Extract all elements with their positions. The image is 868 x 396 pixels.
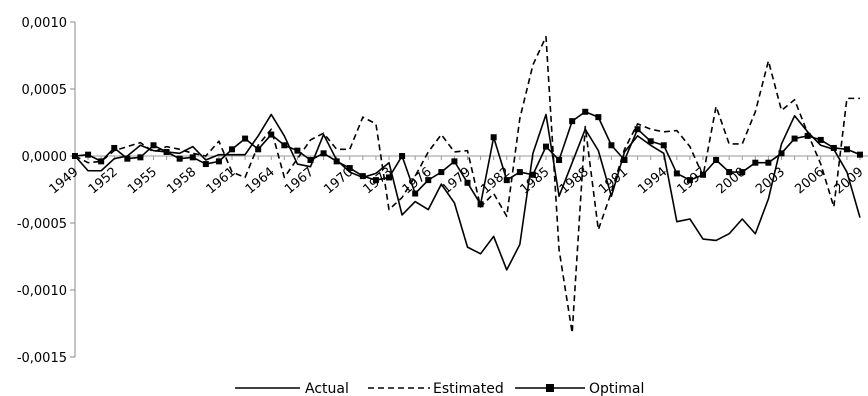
legend-label-estimated: Estimated	[433, 381, 504, 396]
y-tick-label: -0,0005	[17, 217, 67, 232]
data-point-optimal	[490, 134, 497, 141]
data-point-optimal	[647, 138, 654, 145]
y-tick-label: -0,0015	[17, 351, 67, 366]
data-point-optimal	[294, 147, 301, 154]
data-point-optimal	[98, 158, 105, 165]
data-point-optimal	[399, 153, 406, 159]
series-line-actual	[74, 113, 861, 271]
data-point-optimal	[778, 150, 785, 157]
legend-label-actual: Actual	[305, 381, 349, 396]
x-tick-label: 1961	[204, 165, 239, 198]
data-point-optimal	[229, 146, 235, 153]
data-point-optimal	[817, 136, 824, 143]
legend-marker-optimal	[546, 384, 554, 392]
data-point-optimal	[713, 157, 720, 164]
y-tick-label: 0,0000	[22, 150, 68, 165]
series-layer	[72, 35, 863, 334]
data-point-optimal	[150, 142, 157, 149]
data-point-optimal	[425, 177, 432, 184]
data-point-optimal	[529, 171, 536, 178]
data-point-optimal	[386, 174, 392, 181]
data-point-optimal	[163, 148, 170, 155]
data-point-optimal	[137, 154, 144, 161]
series-line-estimated	[74, 35, 860, 334]
data-point-optimal	[791, 135, 798, 142]
data-point-optimal	[333, 158, 340, 165]
x-tick-label: 1994	[635, 165, 670, 198]
data-point-optimal	[739, 169, 746, 176]
data-point-optimal	[608, 142, 615, 149]
data-point-optimal	[359, 173, 366, 180]
data-point-optimal	[843, 146, 850, 153]
data-point-optimal	[634, 126, 641, 133]
data-point-optimal	[621, 157, 628, 164]
data-point-optimal	[830, 144, 837, 151]
data-point-optimal	[451, 158, 458, 165]
data-point-optimal	[569, 118, 576, 125]
data-point-optimal	[582, 108, 589, 115]
data-point-optimal	[189, 154, 196, 161]
data-point-optimal	[857, 151, 863, 158]
data-point-optimal	[660, 142, 667, 149]
data-point-optimal	[752, 159, 759, 166]
data-point-optimal	[268, 131, 275, 138]
x-tick-label: 1949	[47, 165, 82, 198]
data-point-optimal	[595, 114, 602, 121]
x-tick-label: 1955	[125, 165, 160, 198]
data-point-optimal	[281, 142, 288, 149]
data-point-optimal	[464, 179, 471, 186]
legend-label-optimal: Optimal	[589, 381, 644, 396]
y-tick-label: 0,0010	[22, 16, 68, 31]
y-tick-label: 0,0005	[22, 83, 68, 98]
data-point-optimal	[124, 155, 131, 162]
data-point-optimal	[804, 132, 811, 139]
legend: Actual Estimated Optimal	[235, 381, 644, 396]
data-point-optimal	[72, 153, 78, 159]
x-tick-label: 1964	[243, 165, 278, 198]
data-point-optimal	[516, 169, 523, 176]
data-point-optimal	[765, 159, 772, 166]
data-point-optimal	[346, 165, 353, 172]
axes: 0,0010 0,0005 0,0000 -0,0005 -0,0010 -0,0015 1…	[17, 16, 868, 366]
data-point-optimal	[673, 170, 680, 177]
data-point-optimal	[372, 177, 379, 184]
data-point-optimal	[700, 171, 706, 178]
data-point-optimal	[242, 135, 249, 142]
data-point-optimal	[320, 150, 327, 157]
data-point-optimal	[412, 190, 419, 197]
data-point-optimal	[438, 169, 445, 176]
data-point-optimal	[85, 151, 92, 158]
data-point-optimal	[111, 144, 118, 151]
x-tick-label: 1988	[557, 165, 592, 198]
data-point-optimal	[556, 157, 563, 164]
data-point-optimal	[255, 146, 262, 153]
x-tick-label: 1967	[282, 165, 317, 198]
x-tick-label: 1958	[164, 165, 199, 198]
data-point-optimal	[307, 157, 314, 164]
data-point-optimal	[477, 201, 484, 208]
data-point-optimal	[202, 161, 209, 168]
data-point-optimal	[176, 155, 183, 162]
data-point-optimal	[726, 169, 733, 176]
data-point-optimal	[503, 177, 510, 184]
data-point-optimal	[543, 143, 549, 150]
data-point-optimal	[686, 177, 693, 184]
y-tick-label: -0,0010	[17, 284, 67, 299]
x-tick-label: 1991	[596, 165, 631, 198]
data-point-optimal	[215, 158, 222, 165]
